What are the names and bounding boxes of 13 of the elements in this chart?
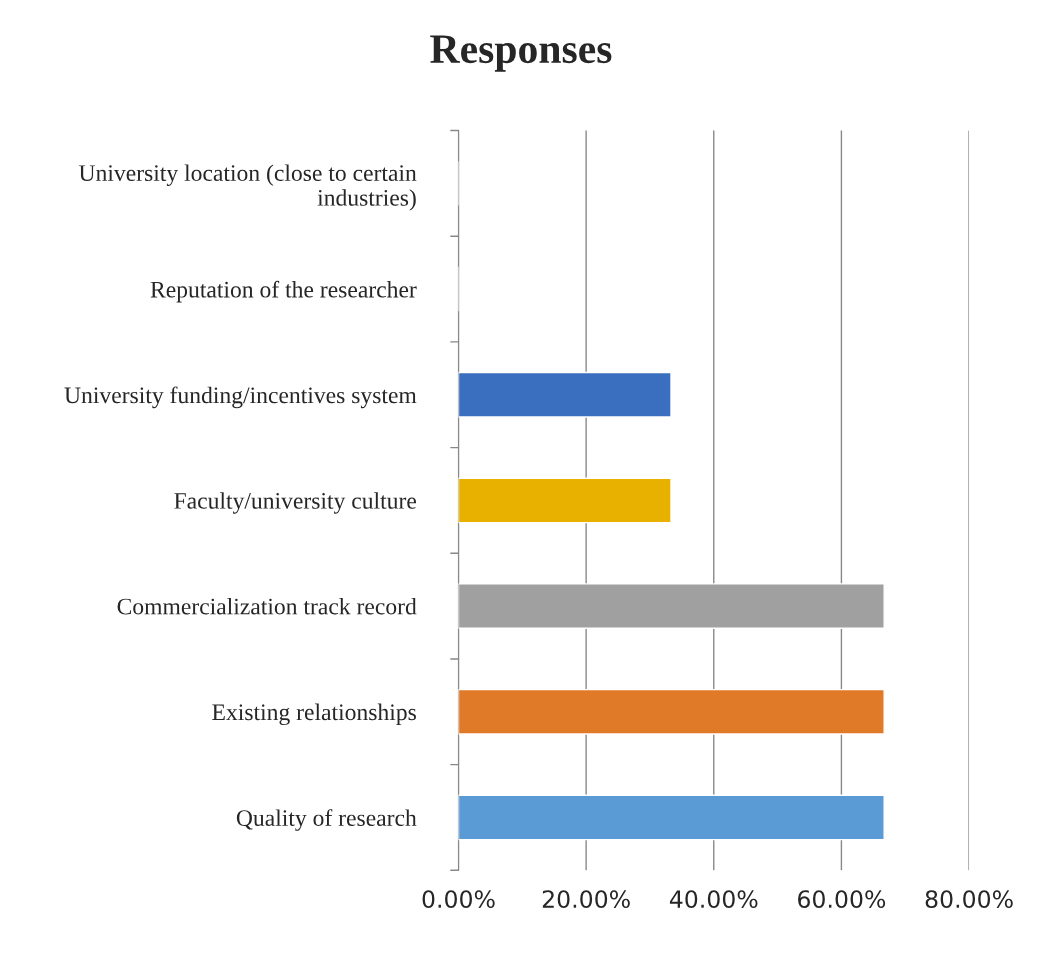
y-tick-label: Faculty/university culture [174,492,416,514]
y-tick-label: Reputation of the researcher [150,280,417,303]
x-tick-label: 60.00% [798,890,886,909]
y-tick-label: University location (close to certain industries) [78,164,417,211]
chart-title: Responses [430,35,612,72]
y-tick-label: Existing relationships [212,703,416,726]
x-tick-label: 0.00% [422,890,495,909]
x-tick-label: 20.00% [542,890,630,909]
x-tick-label: 40.00% [669,890,758,909]
y-tick-label: Quality of research [236,809,417,831]
x-tick-label: 80.00% [925,890,1013,909]
y-tick-label: University funding/incentives system [64,386,417,409]
y-tick-label: Commercialization track record [117,597,417,615]
